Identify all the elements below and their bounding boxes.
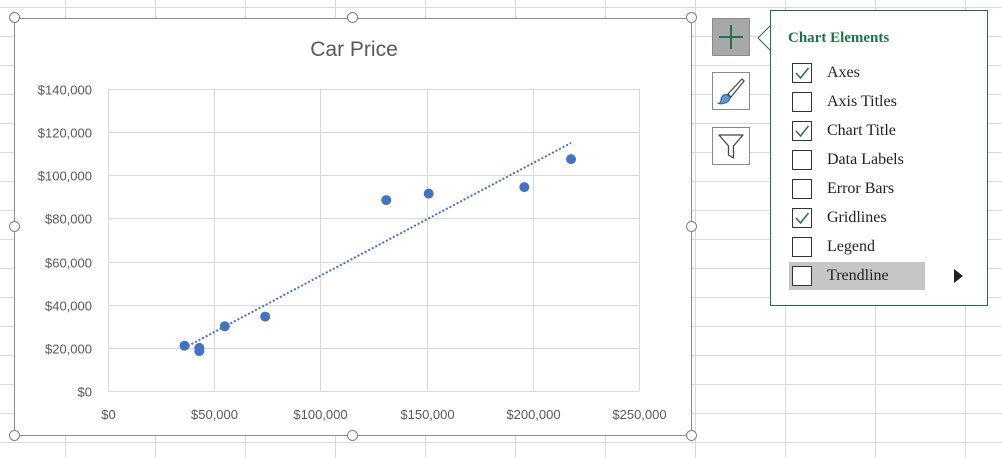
checkmark-icon	[795, 67, 810, 80]
y-tick-label: $140,000	[38, 83, 92, 98]
x-tick-label: $200,000	[506, 407, 560, 422]
chart-filters-button[interactable]	[712, 127, 750, 165]
x-tick-label: $0	[101, 407, 115, 422]
panel-title: Chart Elements	[788, 30, 890, 46]
axis-titles-checkbox[interactable]	[792, 92, 812, 112]
panel-item-data-labels[interactable]: Data Labels	[789, 146, 925, 174]
panel-item-chart-title[interactable]: Chart Title	[789, 117, 925, 145]
resize-handle-top-right[interactable]	[686, 12, 697, 23]
data-point[interactable]	[194, 346, 205, 357]
plus-icon	[719, 25, 743, 49]
resize-handle-middle-right[interactable]	[686, 221, 697, 232]
panel-item-axis-titles[interactable]: Axis Titles	[789, 88, 925, 116]
caret-right-icon[interactable]	[952, 268, 964, 284]
panel-item-error-bars[interactable]: Error Bars	[789, 175, 925, 203]
data-point[interactable]	[519, 182, 530, 193]
y-tick-label: $100,000	[38, 169, 92, 184]
checkmark-icon	[795, 212, 810, 225]
panel-item-legend[interactable]: Legend	[789, 233, 925, 261]
chart-title[interactable]: Car Price	[310, 38, 398, 61]
trendline-layer[interactable]	[183, 142, 572, 349]
chart-area[interactable]: Car Price $0 $20,000 $40,000 $60,000 $80,000…	[14, 18, 692, 436]
y-tick-label: $120,000	[38, 126, 92, 141]
y-tick-label: $60,000	[45, 256, 92, 271]
chart-elements-button[interactable]	[712, 18, 750, 56]
legend-label[interactable]: Legend	[827, 238, 875, 255]
data-points[interactable]	[179, 154, 577, 357]
gridlines-checkbox[interactable]	[792, 208, 812, 228]
resize-handle-top-left[interactable]	[9, 12, 20, 23]
resize-handle-bottom-right[interactable]	[686, 430, 697, 441]
resize-handle-bottom-left[interactable]	[9, 430, 20, 441]
legend-checkbox[interactable]	[792, 237, 812, 257]
gridlines-label[interactable]: Gridlines	[827, 209, 887, 226]
y-tick-label: $20,000	[45, 342, 92, 357]
chart-styles-button[interactable]	[712, 72, 750, 110]
x-tick-label: $100,000	[293, 407, 347, 422]
chart-title-label[interactable]: Chart Title	[827, 122, 896, 139]
x-axis-tick-labels[interactable]: $0 $50,000 $100,000 $150,000 $200,000 $250,00…	[101, 407, 666, 422]
y-tick-label: $40,000	[45, 299, 92, 314]
axis-titles-label[interactable]: Axis Titles	[827, 93, 897, 110]
x-tick-label: $150,000	[400, 407, 454, 422]
resize-handle-middle-left[interactable]	[9, 221, 20, 232]
data-point[interactable]	[179, 340, 190, 351]
checkmark-icon	[795, 125, 810, 138]
data-labels-label[interactable]: Data Labels	[827, 151, 904, 168]
data-point[interactable]	[566, 154, 577, 165]
data-point[interactable]	[423, 188, 434, 199]
y-axis-tick-labels[interactable]: $0 $20,000 $40,000 $60,000 $80,000 $100,000 $1…	[38, 83, 92, 400]
chart-elements-panel: Chart Elements Axes Axis Titles Chart Ti…	[770, 10, 988, 306]
axes-label[interactable]: Axes	[827, 64, 860, 81]
brush-icon	[717, 78, 745, 105]
x-tick-label: $50,000	[191, 407, 238, 422]
error-bars-checkbox[interactable]	[792, 179, 812, 199]
filter-icon	[718, 134, 744, 159]
linear-trendline[interactable]	[183, 142, 572, 349]
resize-handle-bottom-middle[interactable]	[347, 430, 358, 441]
data-labels-checkbox[interactable]	[792, 150, 812, 170]
y-tick-label: $0	[78, 385, 92, 400]
panel-item-gridlines[interactable]: Gridlines	[789, 204, 925, 232]
scatter-chart[interactable]: Car Price $0 $20,000 $40,000 $60,000 $80,000…	[15, 19, 693, 437]
data-point[interactable]	[381, 195, 392, 206]
resize-handle-top-middle[interactable]	[347, 12, 358, 23]
data-point[interactable]	[219, 321, 230, 332]
panel-item-axes[interactable]: Axes	[789, 59, 925, 87]
axes-checkbox[interactable]	[792, 63, 812, 83]
trendline-checkbox[interactable]	[792, 266, 812, 286]
data-point[interactable]	[260, 311, 271, 322]
panel-item-trendline[interactable]: Trendline	[789, 262, 925, 290]
x-tick-label: $250,000	[612, 407, 666, 422]
y-tick-label: $80,000	[45, 212, 92, 227]
chart-title-checkbox[interactable]	[792, 121, 812, 141]
gridlines	[108, 89, 640, 392]
trendline-label[interactable]: Trendline	[827, 267, 889, 284]
error-bars-label[interactable]: Error Bars	[827, 180, 895, 197]
